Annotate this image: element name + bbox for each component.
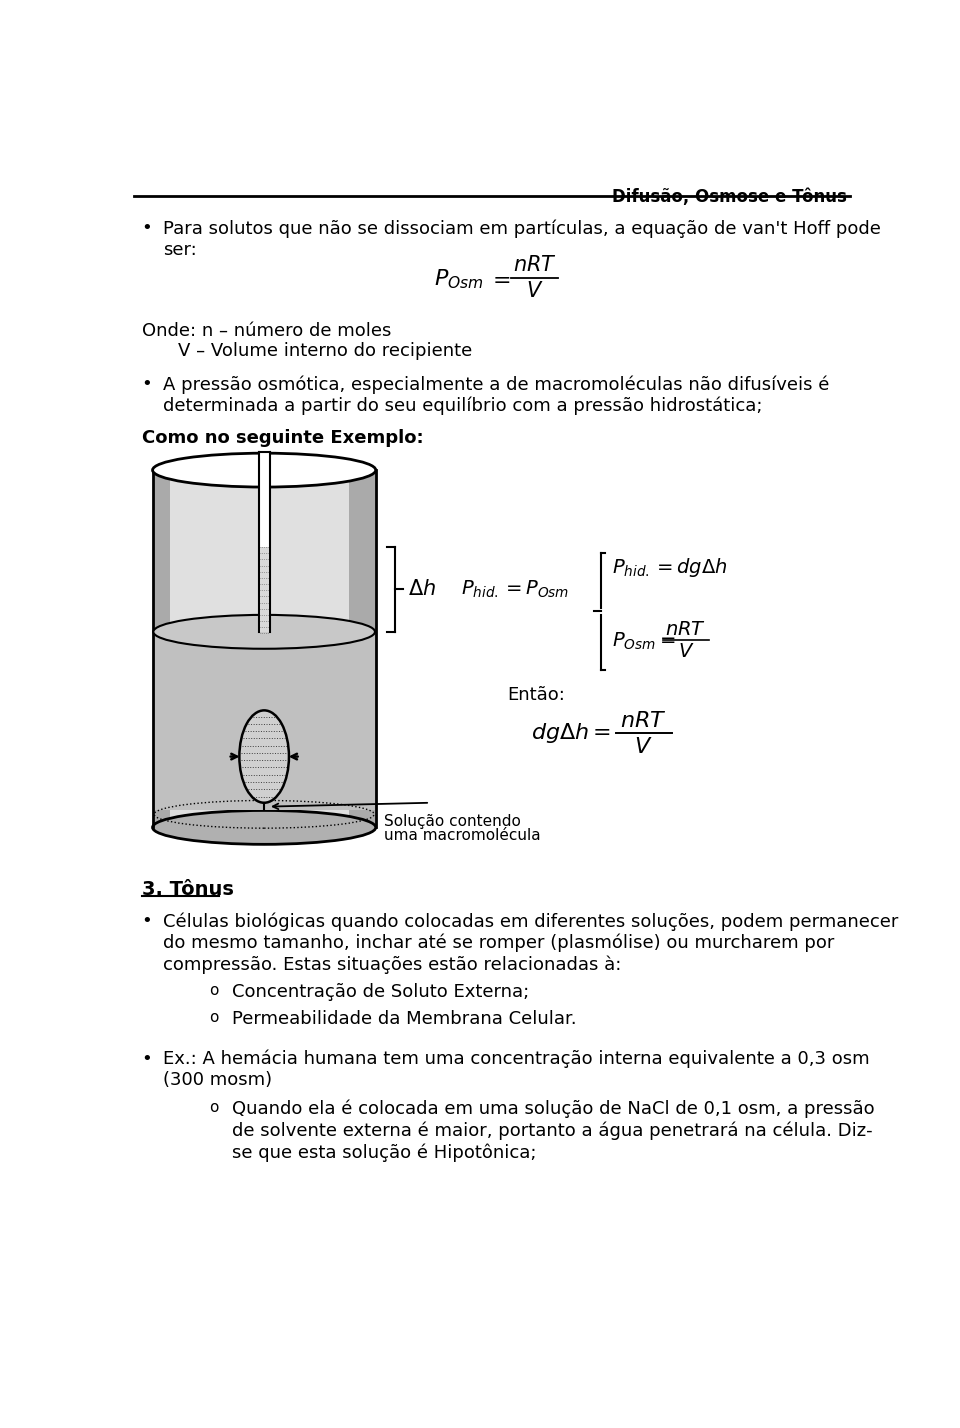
Bar (171, 470, 358, 827)
Text: Quando ela é colocada em uma solução de NaCl de 0,1 osm, a pressão: Quando ela é colocada em uma solução de … (232, 1100, 875, 1118)
Text: Permeabilidade da Membrana Celular.: Permeabilidade da Membrana Celular. (232, 1010, 577, 1028)
Text: Concentração de Soluto Externa;: Concentração de Soluto Externa; (232, 982, 530, 1001)
Text: $V$: $V$ (634, 737, 653, 757)
Text: uma macromolécula: uma macromolécula (383, 828, 540, 843)
Text: A pressão osmótica, especialmente a de macromoléculas não difusíveis é: A pressão osmótica, especialmente a de m… (162, 376, 829, 394)
Text: $P_{Osm} =$: $P_{Osm} =$ (612, 630, 676, 651)
Text: $\Delta h$: $\Delta h$ (408, 580, 436, 600)
Bar (259, 453, 270, 631)
Text: o: o (209, 1100, 219, 1115)
Ellipse shape (153, 453, 375, 487)
Text: •: • (142, 218, 153, 237)
Text: Então:: Então: (508, 685, 565, 704)
Ellipse shape (239, 710, 289, 803)
Text: Como no seguinte Exemplo:: Como no seguinte Exemplo: (142, 430, 423, 447)
Bar (153, 470, 375, 827)
Text: •: • (142, 376, 153, 393)
Bar (259, 547, 269, 631)
Text: $nRT$: $nRT$ (513, 256, 557, 276)
Text: Para solutos que não se dissociam em partículas, a equação de van't Hoff pode: Para solutos que não se dissociam em par… (162, 218, 880, 237)
Text: $P_{hid.} = dg\Delta h$: $P_{hid.} = dg\Delta h$ (612, 557, 728, 580)
Text: •: • (142, 912, 153, 930)
Text: •: • (142, 1050, 153, 1068)
Ellipse shape (153, 811, 375, 844)
Text: Difusão, Osmose e Tônus: Difusão, Osmose e Tônus (612, 188, 847, 206)
Text: $=$: $=$ (488, 268, 511, 288)
Text: Células biológicas quando colocadas em diferentes soluções, podem permanecer: Células biológicas quando colocadas em d… (162, 912, 898, 931)
Text: $nRT$: $nRT$ (665, 620, 707, 638)
Text: Ex.: A hemácia humana tem uma concentração interna equivalente a 0,3 osm: Ex.: A hemácia humana tem uma concentraç… (162, 1050, 869, 1068)
Text: ser:: ser: (162, 241, 197, 258)
Text: determinada a partir do seu equilíbrio com a pressão hidrostática;: determinada a partir do seu equilíbrio c… (162, 397, 762, 416)
Text: do mesmo tamanho, inchar até se romper (plasmólise) ou murcharem por: do mesmo tamanho, inchar até se romper (… (162, 934, 834, 952)
Text: compressão. Estas situações estão relacionadas à:: compressão. Estas situações estão relaci… (162, 955, 621, 974)
Ellipse shape (154, 615, 375, 648)
Text: $dg\Delta h =$: $dg\Delta h =$ (531, 721, 611, 745)
Text: $nRT$: $nRT$ (620, 711, 666, 731)
Text: V – Volume interno do recipiente: V – Volume interno do recipiente (179, 343, 472, 360)
Text: o: o (209, 1010, 219, 1025)
Text: 3. Tônus: 3. Tônus (142, 880, 233, 898)
Text: $V$: $V$ (678, 641, 694, 661)
Text: (300 mosm): (300 mosm) (162, 1071, 272, 1090)
Bar (154, 631, 375, 811)
Text: $P_{hid.} = P_{Osm}$: $P_{hid.} = P_{Osm}$ (461, 578, 569, 600)
Text: $V$: $V$ (526, 281, 543, 301)
Text: Onde: n – número de moles: Onde: n – número de moles (142, 323, 391, 340)
Bar (349, 470, 375, 827)
Text: o: o (209, 982, 219, 998)
Text: se que esta solução é Hipotônica;: se que esta solução é Hipotônica; (232, 1142, 537, 1161)
Text: $P_{Osm}$: $P_{Osm}$ (435, 267, 484, 291)
Text: de solvente externa é maior, portanto a água penetrará na célula. Diz-: de solvente externa é maior, portanto a … (232, 1121, 873, 1140)
Bar (153, 470, 171, 827)
Text: Solução contendo: Solução contendo (383, 814, 520, 830)
